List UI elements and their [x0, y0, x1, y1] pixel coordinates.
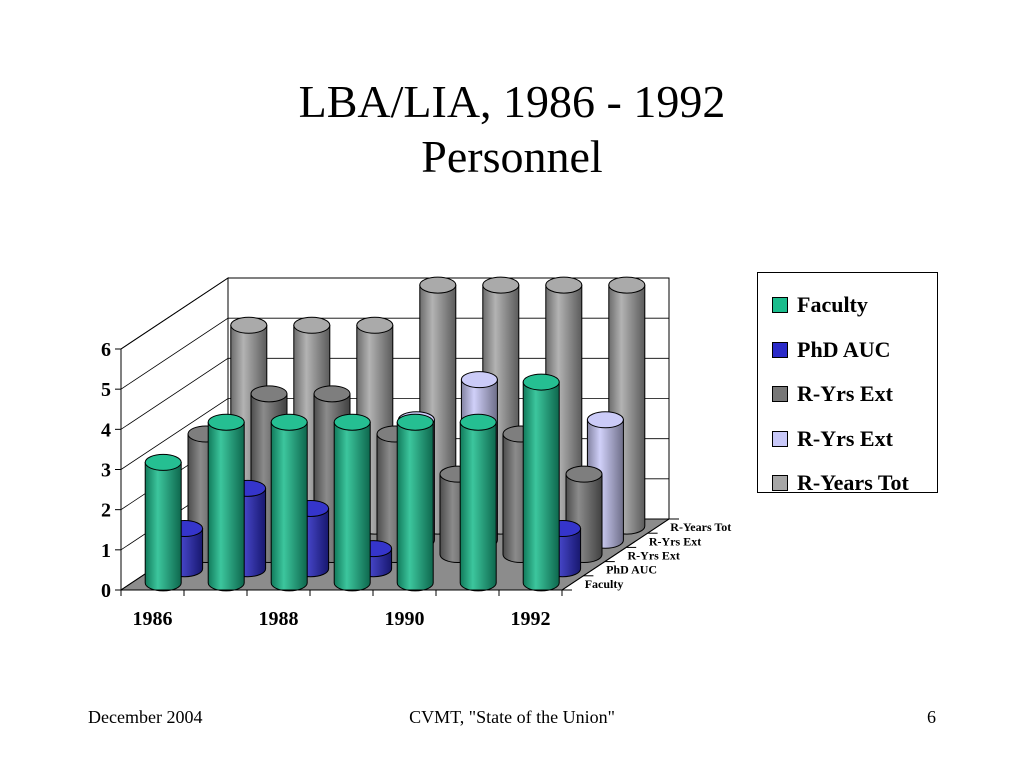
- bar-top: [460, 371, 498, 389]
- chart-legend: Faculty PhD AUC R-Yrs Ext R-Yrs Ext R-Years …: [757, 272, 938, 495]
- y-tick-label: 6: [101, 339, 111, 361]
- bar-top: [207, 413, 245, 431]
- bar-top: [356, 316, 394, 334]
- legend-swatch: [772, 475, 788, 492]
- bar-faculty-1988: [270, 413, 308, 592]
- bar-faculty-1992: [522, 373, 560, 592]
- chart-bars: [144, 276, 646, 592]
- bar-top: [608, 276, 646, 294]
- slide-title: LBA/LIA, 1986 - 1992 Personnel: [0, 74, 1024, 184]
- depth-label: R-Yrs Ext: [628, 549, 680, 563]
- legend-item: PhD AUC: [758, 328, 937, 373]
- bar-top: [313, 385, 351, 403]
- gridline: [120, 317, 669, 390]
- legend-swatch: [772, 386, 788, 403]
- legend-item: Faculty: [758, 283, 937, 328]
- bar-top: [270, 413, 308, 431]
- y-tick-label: 2: [101, 500, 111, 522]
- x-tick-label: 1986: [133, 608, 173, 630]
- legend-label: Faculty: [797, 292, 868, 318]
- bar-top: [293, 316, 331, 334]
- bar-top: [144, 453, 182, 471]
- bar-top: [459, 413, 497, 431]
- bar-top: [230, 316, 268, 334]
- footer-date: December 2004: [88, 707, 203, 727]
- legend-item: R-Yrs Ext: [758, 372, 937, 417]
- legend-swatch: [772, 341, 788, 358]
- title-line-2: Personnel: [421, 131, 603, 182]
- bar-body: [270, 421, 308, 592]
- gridline: [120, 357, 669, 430]
- bar-body: [396, 421, 434, 592]
- bar-top: [482, 276, 520, 294]
- bar-faculty-1986: [144, 453, 182, 592]
- y-tick-label: 0: [101, 580, 111, 602]
- x-tick-label: 1988: [259, 608, 299, 630]
- legend-label: R-Yrs Ext: [797, 381, 893, 407]
- bar-top: [419, 276, 457, 294]
- legend-item: R-Years Tot: [758, 461, 937, 506]
- bar-top: [333, 413, 371, 431]
- y-tick-label: 1: [101, 540, 111, 562]
- bar-top: [522, 373, 560, 391]
- depth-label: Faculty: [585, 577, 624, 591]
- depth-axis-line: [561, 518, 670, 591]
- depth-label: PhD AUC: [606, 563, 657, 577]
- bar-top: [250, 385, 288, 403]
- depth-label: R-Yrs Ext: [649, 534, 701, 548]
- bar-body: [459, 421, 497, 592]
- legend-label: R-Years Tot: [797, 470, 909, 496]
- title-line-1: LBA/LIA, 1986 - 1992: [298, 76, 726, 127]
- bar-body: [333, 421, 371, 592]
- bar-faculty-1991: [459, 413, 497, 592]
- gridline: [120, 277, 669, 350]
- bar-faculty-1987: [207, 413, 245, 592]
- bar-faculty-1989: [333, 413, 371, 592]
- x-tick-label: 1990: [385, 608, 425, 630]
- legend-swatch: [772, 297, 788, 314]
- bar-top: [586, 411, 624, 429]
- footer-slide-number: 6: [927, 707, 936, 727]
- bar-body: [207, 421, 245, 592]
- legend-swatch: [772, 430, 788, 447]
- x-tick-label: 1992: [511, 608, 551, 630]
- bar-body: [522, 381, 560, 592]
- bar-top: [396, 413, 434, 431]
- legend-item: R-Yrs Ext: [758, 417, 937, 462]
- bar-faculty-1990: [396, 413, 434, 592]
- bar-top: [545, 276, 583, 294]
- legend-label: R-Yrs Ext: [797, 425, 893, 451]
- footer-presentation-title: CVMT, "State of the Union": [409, 707, 615, 727]
- y-tick-label: 3: [101, 460, 111, 482]
- y-tick-label: 4: [101, 419, 111, 441]
- y-tick-label: 5: [101, 379, 111, 401]
- gridline: [120, 398, 669, 470]
- bar-body: [144, 461, 182, 592]
- bar-top: [565, 465, 603, 483]
- legend-label: PhD AUC: [797, 336, 891, 362]
- depth-label: R-Years Tot: [670, 520, 731, 534]
